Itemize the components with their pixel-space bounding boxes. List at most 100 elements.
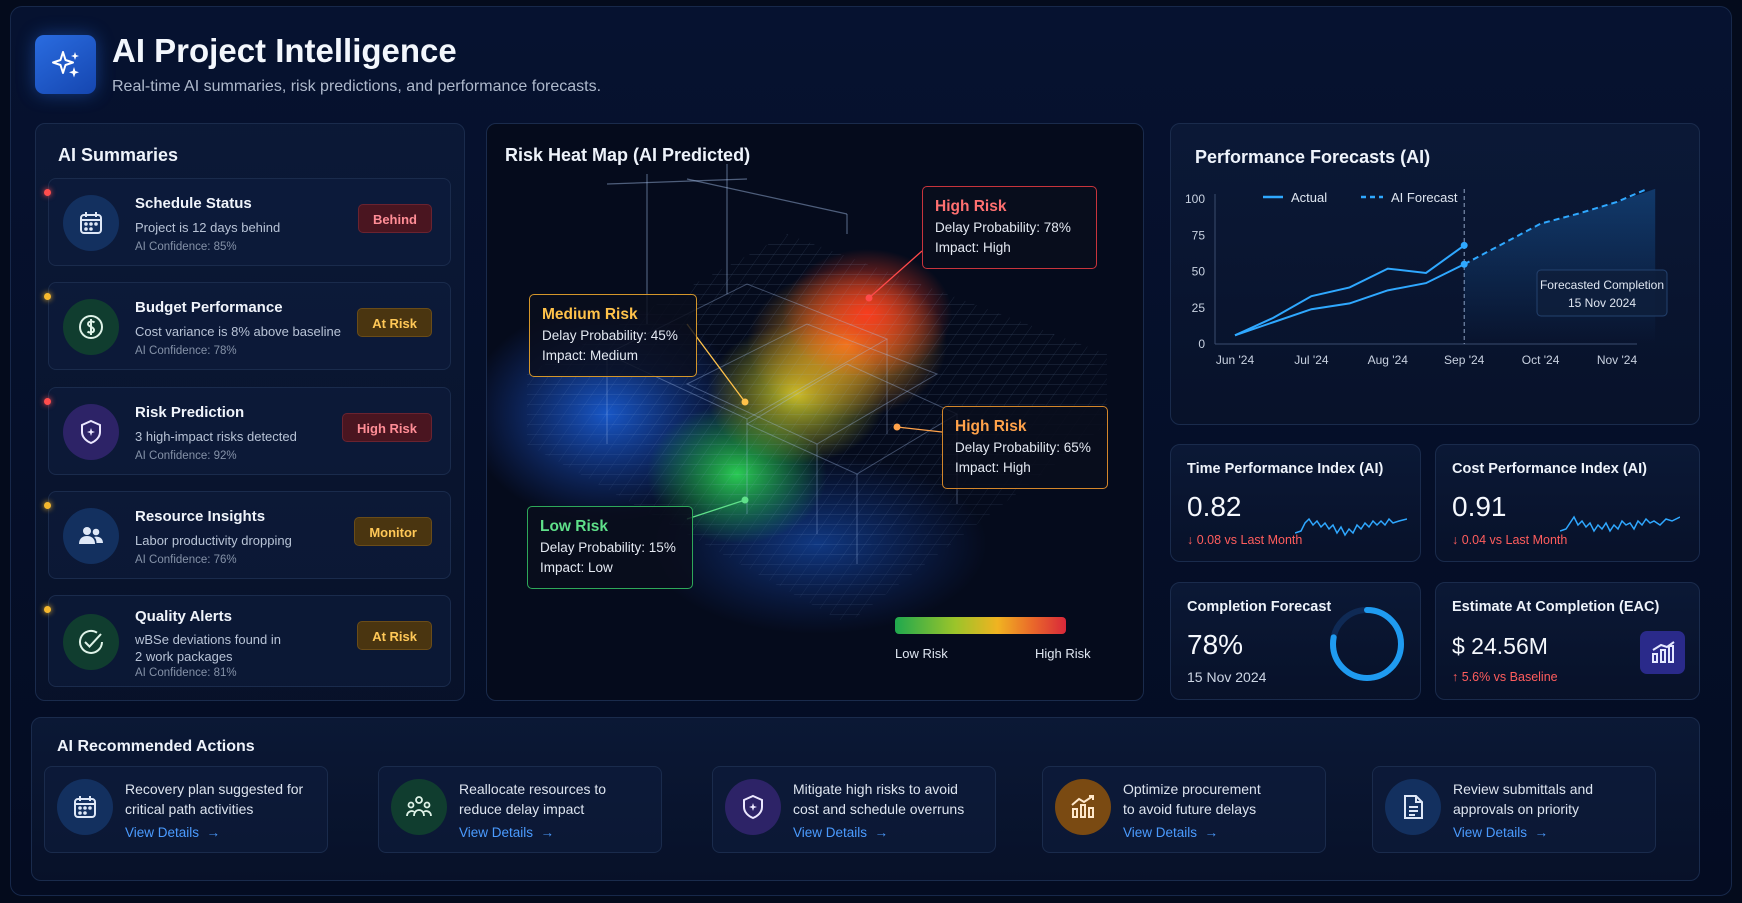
cpi-sparkline <box>1560 515 1680 533</box>
arrow-right-icon: → <box>867 825 889 840</box>
kpi-value: 0.91 <box>1452 491 1507 522</box>
risk-callout-medium[interactable]: Medium Risk Delay Probability: 45% Impac… <box>529 294 697 377</box>
kpi-tpi-card[interactable]: Time Performance Index (AI) 0.82 ↓ 0.08 … <box>1170 444 1421 562</box>
risk-callout-line: Impact: Low <box>540 560 613 575</box>
risk-callout-line: Delay Probability: 78% <box>935 220 1071 235</box>
series-point <box>1460 241 1468 249</box>
summary-card-schedule[interactable]: Schedule Status Project is 12 days behin… <box>44 178 451 266</box>
action-text-line: to avoid future delays <box>1123 801 1257 817</box>
action-text-line: approvals on priority <box>1453 801 1580 817</box>
document-icon <box>1385 779 1441 835</box>
risk-callout-line: Delay Probability: 15% <box>540 540 676 555</box>
status-dot <box>44 606 51 613</box>
forecast-title: Performance Forecasts (AI) <box>1195 147 1431 167</box>
summary-desc: Cost variance is 8% above baseline <box>135 324 341 339</box>
action-text: Review submittals and approvals on prior… <box>1453 779 1649 819</box>
summary-card-risk[interactable]: Risk Prediction 3 high-impact risks dete… <box>44 387 451 475</box>
risk-callout-high-2[interactable]: High Risk Delay Probability: 65% Impact:… <box>942 406 1108 489</box>
kpi-title: Time Performance Index (AI) <box>1187 461 1384 477</box>
arrow-right-icon: → <box>1527 825 1549 840</box>
action-text: Recovery plan suggested for critical pat… <box>125 779 321 819</box>
kpi-delta: ↑ 5.6% vs Baseline <box>1452 670 1558 684</box>
view-details-link[interactable]: View Details → <box>1123 825 1218 840</box>
status-dot <box>44 293 51 300</box>
action-card-reallocate[interactable]: Reallocate resources to reduce delay imp… <box>378 766 662 853</box>
legend-low-label: Low Risk <box>895 646 948 661</box>
view-details-link[interactable]: View Details → <box>1453 825 1548 840</box>
y-tick-label: 0 <box>1198 337 1205 351</box>
action-text: Reallocate resources to reduce delay imp… <box>459 779 655 819</box>
summary-desc: Labor productivity dropping <box>135 533 292 548</box>
action-card-mitigate[interactable]: Mitigate high risks to avoid cost and sc… <box>712 766 996 853</box>
summary-title: Quality Alerts <box>135 608 232 625</box>
action-text-line: Recovery plan suggested for <box>125 781 304 797</box>
kpi-value: 0.82 <box>1187 491 1242 522</box>
view-details-label: View Details <box>125 825 200 840</box>
kpi-delta: ↓ 0.08 vs Last Month <box>1187 533 1303 547</box>
view-details-label: View Details <box>1123 825 1198 840</box>
summary-desc-line: wBSe deviations found in <box>135 632 281 647</box>
arrow-right-icon: → <box>1197 825 1219 840</box>
risk-callout-line: Impact: High <box>955 460 1031 475</box>
bar-chart-icon <box>1640 631 1685 674</box>
forecast-area <box>1464 188 1656 344</box>
summary-card-quality[interactable]: Quality Alerts wBSe deviations found in … <box>44 595 451 687</box>
summary-confidence: AI Confidence: 76% <box>135 554 237 566</box>
dollar-icon <box>63 299 119 355</box>
x-tick-label: Jun '24 <box>1216 353 1255 367</box>
summary-title: Resource Insights <box>135 508 266 525</box>
view-details-label: View Details <box>793 825 868 840</box>
x-tick-label: Aug '24 <box>1368 353 1409 367</box>
summary-desc: 3 high-impact risks detected <box>135 429 297 444</box>
risk-callout-high-1[interactable]: High Risk Delay Probability: 78% Impact:… <box>922 186 1097 269</box>
summary-title: Schedule Status <box>135 195 252 212</box>
kpi-cpi-card[interactable]: Cost Performance Index (AI) 0.91 ↓ 0.04 … <box>1435 444 1700 562</box>
status-dot <box>44 502 51 509</box>
forecast-annotation-box <box>1536 269 1668 317</box>
forecast-chart: Actual AI Forecast 0 25 50 75 100 Jun '24 Jul … <box>1185 188 1668 367</box>
x-tick-label: Oct '24 <box>1522 353 1560 367</box>
risk-callout-title: High Risk <box>955 418 1027 435</box>
shield-icon <box>63 404 119 460</box>
summary-title: Risk Prediction <box>135 404 245 421</box>
status-dot <box>44 189 51 196</box>
view-details-link[interactable]: View Details → <box>125 825 220 840</box>
risk-callout-low[interactable]: Low Risk Delay Probability: 15% Impact: … <box>527 506 693 589</box>
action-text-line: critical path activities <box>125 801 254 817</box>
page-title: AI Project Intelligence <box>112 32 457 69</box>
performance-forecast-panel: Performance Forecasts (AI) Actual AI For… <box>1170 123 1700 425</box>
view-details-link[interactable]: View Details → <box>793 825 888 840</box>
action-card-procurement[interactable]: Optimize procurement to avoid future del… <box>1042 766 1326 853</box>
risk-callout-lines <box>686 250 943 520</box>
kpi-value: $ 24.56M <box>1452 633 1548 659</box>
recommended-actions-panel: AI Recommended Actions Recovery plan sug… <box>31 717 1700 881</box>
risk-callout-title: Medium Risk <box>542 306 638 323</box>
x-tick-label: Jul '24 <box>1294 353 1329 367</box>
legend-label: Actual <box>1291 190 1327 205</box>
view-details-label: View Details <box>459 825 534 840</box>
kpi-completion-card[interactable]: Completion Forecast 78% 15 Nov 2024 <box>1170 582 1421 700</box>
action-text: Mitigate high risks to avoid cost and sc… <box>793 779 989 819</box>
summary-confidence: AI Confidence: 92% <box>135 450 237 462</box>
action-card-submittals[interactable]: Review submittals and approvals on prior… <box>1372 766 1656 853</box>
kpi-delta: ↓ 0.04 vs Last Month <box>1452 533 1568 547</box>
risk-callout-line: Impact: Medium <box>542 348 639 363</box>
calendar-icon <box>57 779 113 835</box>
x-tick-label: Nov '24 <box>1597 353 1638 367</box>
risk-callout-line: Delay Probability: 45% <box>542 328 678 343</box>
action-card-recovery[interactable]: Recovery plan suggested for critical pat… <box>44 766 328 853</box>
risk-callout-line: Impact: High <box>935 240 1011 255</box>
risk-callout-title: Low Risk <box>540 518 609 535</box>
shield-icon <box>725 779 781 835</box>
view-details-label: View Details <box>1453 825 1528 840</box>
ai-summaries-title: AI Summaries <box>58 145 179 165</box>
forecast-annotation-line: 15 Nov 2024 <box>1568 296 1636 310</box>
series-point <box>1460 260 1468 268</box>
y-tick-label: 25 <box>1192 301 1206 315</box>
y-tick-label: 50 <box>1192 265 1206 279</box>
status-badge: High Risk <box>342 413 432 442</box>
summary-card-budget[interactable]: Budget Performance Cost variance is 8% a… <box>44 282 451 370</box>
view-details-link[interactable]: View Details → <box>459 825 554 840</box>
summary-card-resource[interactable]: Resource Insights Labor productivity dro… <box>44 491 451 579</box>
kpi-eac-card[interactable]: Estimate At Completion (EAC) $ 24.56M ↑ … <box>1435 582 1700 700</box>
